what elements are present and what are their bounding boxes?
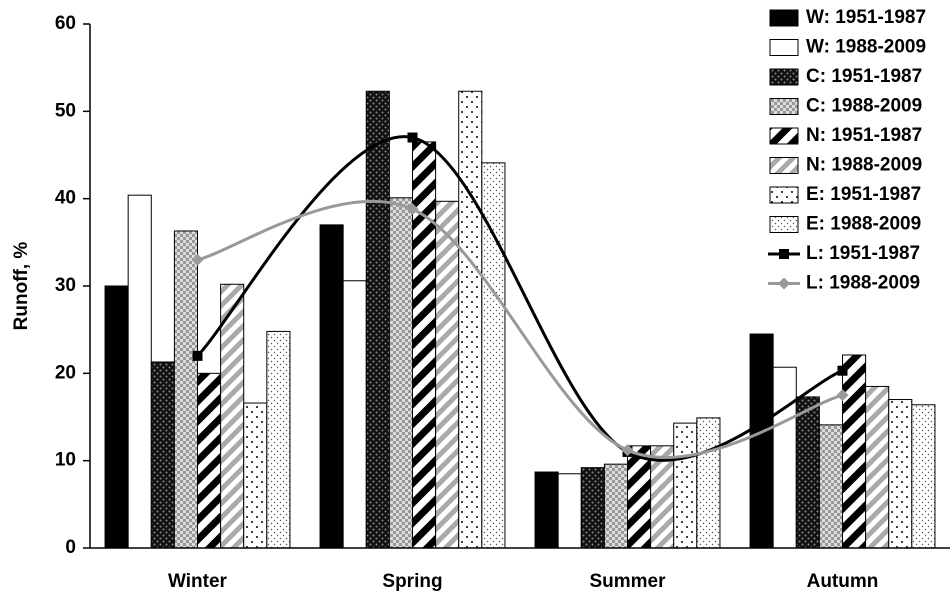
legend-marker <box>779 249 789 259</box>
legend-label: W: 1951-1987 <box>806 7 926 28</box>
line <box>197 199 843 459</box>
bar <box>603 463 629 549</box>
x-tick-label: Autumn <box>807 571 879 592</box>
bar <box>365 90 390 549</box>
bar <box>243 402 268 549</box>
legend-swatch <box>769 9 799 27</box>
legend-label: C: 1951-1987 <box>806 66 922 87</box>
bar <box>696 417 721 549</box>
y-tick-label: 20 <box>55 362 76 383</box>
bar <box>842 354 867 549</box>
y-tick-label: 10 <box>55 450 76 471</box>
bar <box>319 224 344 549</box>
legend-label: C: 1988-2009 <box>806 96 922 117</box>
bar <box>342 280 367 549</box>
y-tick-label: 60 <box>55 13 76 34</box>
bar <box>173 230 198 549</box>
line-marker <box>192 350 203 361</box>
legend-swatch <box>769 186 799 204</box>
y-tick-label: 50 <box>55 100 76 121</box>
bar <box>104 285 129 549</box>
bar <box>266 330 291 549</box>
legend-label: L: 1951-1987 <box>806 243 920 264</box>
y-axis-label: Runoff, % <box>11 242 32 331</box>
x-tick-label: Spring <box>382 571 442 592</box>
legend-swatch <box>769 157 799 174</box>
bar <box>388 197 414 549</box>
x-tick-label: Summer <box>589 571 666 592</box>
legend-label: E: 1988-2009 <box>806 214 921 235</box>
legend-swatch <box>769 98 799 115</box>
bar <box>865 385 890 549</box>
bar <box>534 471 559 549</box>
legend-swatch <box>769 127 799 145</box>
bar <box>888 399 913 549</box>
bar <box>772 366 797 549</box>
y-tick-label: 40 <box>55 188 76 209</box>
line-marker <box>836 389 849 402</box>
bar <box>818 424 844 549</box>
legend-swatch <box>769 39 799 56</box>
legend-label: L: 1988-2009 <box>806 273 920 294</box>
legend-swatch <box>769 216 799 233</box>
legend-swatch <box>769 68 799 86</box>
x-tick-label: Winter <box>168 571 228 592</box>
y-tick-label: 30 <box>55 275 76 296</box>
bar <box>749 333 774 549</box>
line-marker <box>621 444 634 457</box>
bar <box>197 372 222 549</box>
line-marker <box>191 253 204 266</box>
line-marker <box>837 365 848 376</box>
bar <box>435 200 460 549</box>
bar <box>673 422 698 549</box>
bar <box>458 90 483 549</box>
legend-label: N: 1951-1987 <box>806 125 922 146</box>
bar <box>557 473 582 549</box>
legend-label: E: 1951-1987 <box>806 184 921 205</box>
bar <box>150 361 175 549</box>
bar <box>127 194 152 549</box>
line <box>196 135 844 462</box>
legend-label: W: 1988-2009 <box>806 37 926 58</box>
legend-marker <box>778 277 790 290</box>
bar <box>795 396 820 549</box>
bar <box>627 445 652 549</box>
bar <box>412 141 437 549</box>
bar <box>911 404 936 549</box>
bar <box>580 467 605 549</box>
line-marker <box>407 132 418 143</box>
legend-label: N: 1988-2009 <box>806 155 922 176</box>
line-marker <box>406 203 419 216</box>
y-tick-label: 0 <box>65 537 76 558</box>
